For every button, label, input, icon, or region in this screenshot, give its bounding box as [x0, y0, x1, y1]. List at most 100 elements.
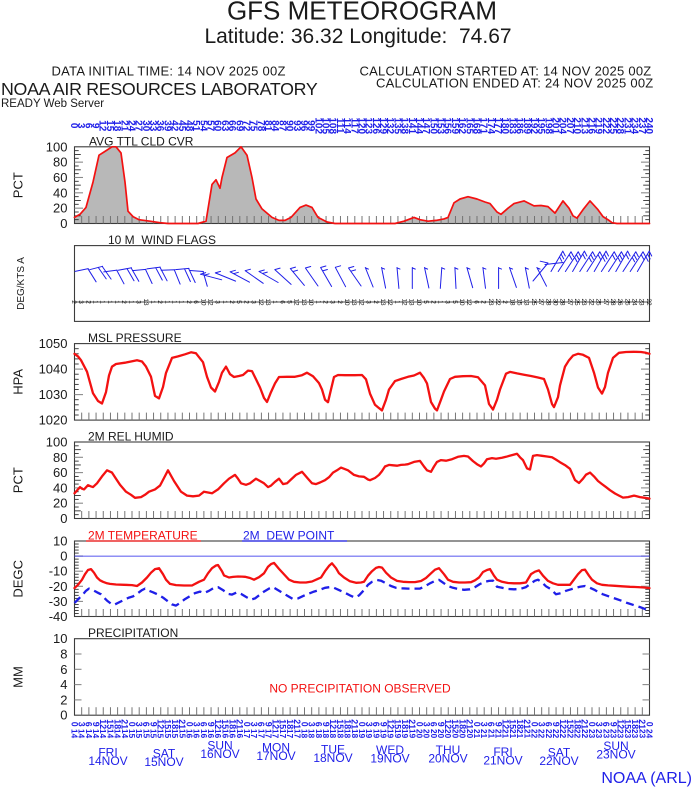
svg-text:15: 15 [220, 719, 230, 729]
svg-text:2: 2 [336, 300, 343, 304]
svg-text:17: 17 [271, 729, 280, 739]
svg-text:13: 13 [264, 298, 271, 306]
svg-text:28: 28 [559, 298, 566, 306]
svg-text:6: 6 [314, 722, 324, 727]
svg-text:9: 9 [608, 722, 618, 727]
svg-text:15: 15 [565, 719, 575, 729]
svg-text:15: 15 [163, 729, 172, 739]
svg-text:1: 1 [171, 300, 178, 304]
svg-text:17: 17 [292, 729, 301, 739]
svg-text:3: 3 [250, 300, 257, 304]
svg-text:12: 12 [386, 298, 393, 306]
svg-text:6: 6 [544, 722, 554, 727]
svg-text:75: 75 [248, 120, 259, 132]
svg-text:-30: -30 [49, 594, 68, 609]
svg-text:6: 6 [472, 300, 479, 304]
svg-text:9: 9 [263, 722, 273, 727]
svg-text:9: 9 [436, 722, 446, 727]
svg-text:10: 10 [199, 298, 206, 306]
svg-text:21: 21 [494, 729, 503, 739]
svg-text:96: 96 [298, 120, 309, 132]
svg-text:MON: MON [262, 741, 290, 755]
svg-text:1040: 1040 [39, 362, 68, 377]
svg-text:114: 114 [341, 118, 352, 135]
svg-text:2: 2 [322, 300, 329, 304]
svg-text:10 M WIND FLAGS: 10 M WIND FLAGS [108, 233, 216, 247]
svg-text:19NOV: 19NOV [370, 752, 409, 766]
svg-text:TUE: TUE [321, 743, 345, 757]
svg-text:15: 15 [104, 120, 115, 132]
svg-text:240: 240 [643, 117, 654, 134]
svg-text:12: 12 [501, 719, 511, 729]
svg-text:12: 12 [213, 719, 223, 729]
svg-text:3: 3 [75, 123, 86, 129]
svg-text:23: 23 [594, 729, 603, 739]
svg-text:1030: 1030 [39, 387, 68, 402]
svg-text:20: 20 [53, 201, 67, 216]
svg-text:9: 9 [378, 722, 388, 727]
svg-text:3: 3 [77, 300, 84, 304]
svg-text:2: 2 [70, 300, 77, 304]
svg-text:162: 162 [456, 117, 467, 134]
svg-text:14: 14 [84, 729, 93, 739]
svg-text:22: 22 [494, 298, 501, 306]
svg-text:READY Web Server: READY Web Server [1, 98, 104, 110]
svg-text:22: 22 [558, 729, 567, 739]
svg-text:23: 23 [580, 298, 587, 306]
svg-text:3: 3 [134, 722, 144, 727]
svg-text:2: 2 [429, 300, 436, 304]
svg-text:144: 144 [413, 117, 424, 134]
svg-text:0: 0 [60, 549, 67, 564]
svg-text:12: 12 [386, 719, 396, 729]
svg-text:6: 6 [199, 722, 209, 727]
svg-text:0: 0 [184, 722, 194, 727]
svg-text:10: 10 [307, 298, 314, 306]
svg-text:0: 0 [414, 722, 424, 727]
svg-text:23: 23 [609, 729, 618, 739]
svg-text:30: 30 [140, 120, 151, 132]
svg-text:19: 19 [400, 729, 409, 739]
svg-text:2M TEMPERATURE: 2M TEMPERATURE [88, 529, 198, 543]
svg-text:192: 192 [528, 117, 539, 134]
svg-text:21: 21 [522, 719, 532, 729]
svg-text:15: 15 [149, 729, 158, 739]
svg-text:17: 17 [242, 729, 251, 739]
svg-text:10: 10 [415, 298, 422, 306]
svg-text:135: 135 [391, 117, 402, 134]
svg-text:6: 6 [82, 123, 93, 129]
svg-text:13: 13 [142, 298, 149, 306]
svg-text:1: 1 [149, 300, 156, 304]
svg-text:-40: -40 [49, 609, 68, 624]
svg-text:63: 63 [219, 120, 230, 132]
svg-text:186: 186 [514, 117, 525, 134]
svg-text:NO PRECIPITATION OBSERVED: NO PRECIPITATION OBSERVED [269, 682, 451, 696]
svg-text:26: 26 [616, 298, 623, 306]
svg-text:80: 80 [53, 155, 67, 170]
svg-text:16: 16 [206, 729, 215, 739]
svg-text:147: 147 [420, 117, 431, 134]
svg-text:12: 12 [207, 298, 214, 306]
svg-text:18: 18 [457, 719, 467, 729]
svg-text:3: 3 [192, 722, 202, 727]
svg-text:126: 126 [370, 117, 381, 134]
svg-text:20: 20 [429, 729, 438, 739]
svg-text:24: 24 [126, 120, 137, 132]
svg-text:12: 12 [465, 298, 472, 306]
svg-text:40: 40 [53, 480, 67, 495]
svg-text:Latitude: 36.32 Longitude: 74: Latitude: 36.32 Longitude: 74.67 [204, 25, 511, 48]
svg-text:21: 21 [501, 729, 510, 739]
svg-text:18: 18 [572, 719, 582, 729]
svg-text:10: 10 [343, 298, 350, 306]
svg-text:84: 84 [269, 120, 280, 132]
svg-text:60: 60 [53, 465, 67, 480]
svg-text:3: 3 [135, 300, 142, 304]
svg-text:19: 19 [386, 729, 395, 739]
svg-text:21: 21 [407, 719, 417, 729]
svg-text:120: 120 [356, 117, 367, 134]
svg-text:20: 20 [53, 496, 67, 511]
svg-text:16: 16 [228, 729, 237, 739]
svg-text:80: 80 [53, 450, 67, 465]
svg-text:18: 18 [508, 298, 515, 306]
svg-text:PRECIPITATION: PRECIPITATION [88, 626, 178, 640]
svg-text:2M REL HUMID: 2M REL HUMID [88, 430, 174, 444]
